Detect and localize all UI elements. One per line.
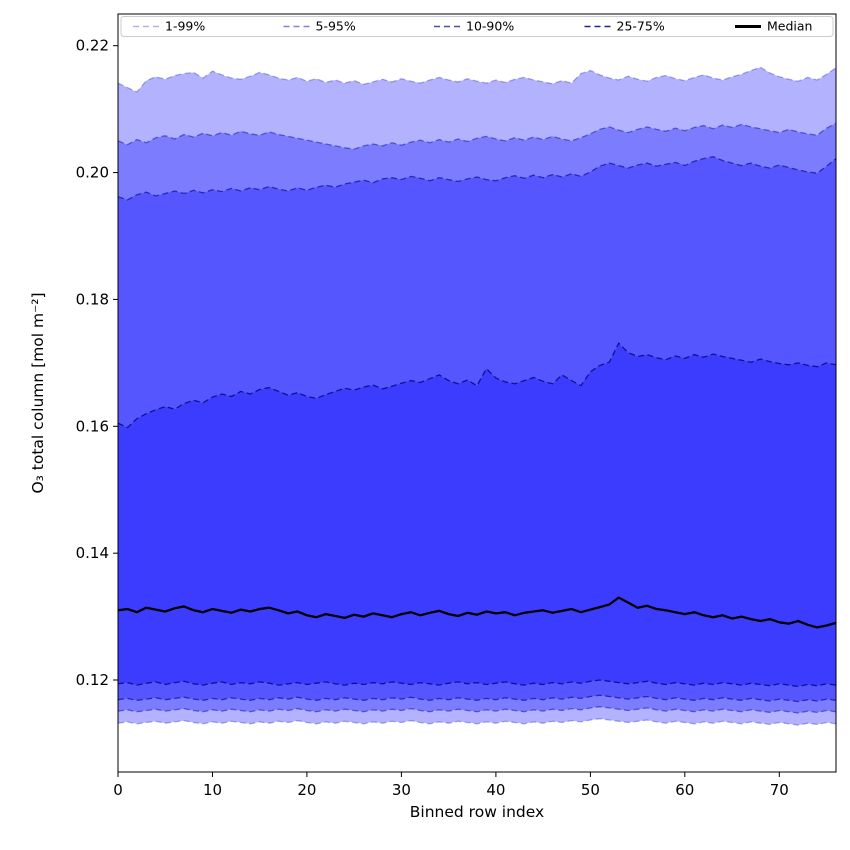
- x-tick-label: 60: [675, 781, 694, 799]
- band-upper-edge-5-95%: [118, 122, 836, 150]
- legend-label: 10-90%: [466, 19, 514, 34]
- band-fill-5-95%: [118, 123, 836, 714]
- x-tick-label: 40: [486, 781, 505, 799]
- y-tick-label: 0.14: [76, 544, 109, 562]
- x-axis-ticks: 0 10 20 30 40 50 60 70: [113, 772, 789, 799]
- axes-spines: [117, 13, 837, 773]
- x-tick-label: 10: [203, 781, 222, 799]
- legend-label: 1-99%: [165, 19, 205, 34]
- y-tick-label: 0.20: [76, 164, 109, 182]
- x-axis-label: Binned row index: [409, 803, 545, 821]
- x-tick-label: 0: [113, 781, 123, 799]
- band-fill-25-75%: [118, 343, 836, 687]
- band-lower-edge-25-75%: [118, 679, 836, 688]
- legend: 1-99% 5-95% 10-90% 25-75% Median: [120, 16, 834, 37]
- y-tick-label: 0.18: [76, 290, 109, 308]
- band-upper-edge-25-75%: [118, 342, 836, 429]
- x-tick-label: 50: [581, 781, 600, 799]
- legend-item-1-99%: 1-99%: [133, 19, 205, 34]
- band-fill-1-99%: [118, 67, 836, 726]
- y-axis-label: O₃ total column [mol m⁻²]: [29, 292, 47, 494]
- legend-label: 5-95%: [316, 19, 356, 34]
- band-lower-edge-10-90%: [118, 694, 836, 703]
- band-lower-edge-1-99%: [118, 718, 836, 726]
- legend-frame: [120, 16, 834, 37]
- legend-label: Median: [767, 19, 812, 34]
- median-line: [118, 596, 836, 629]
- band-upper-edge-10-90%: [118, 156, 836, 201]
- plot-area: [118, 66, 836, 726]
- x-tick-label: 70: [770, 781, 789, 799]
- x-tick-label: 30: [392, 781, 411, 799]
- y-tick-label: 0.22: [76, 37, 109, 55]
- y-tick-label: 0.12: [76, 671, 109, 689]
- y-axis-ticks: 0.12 0.14 0.16 0.18 0.20 0.22: [76, 37, 118, 689]
- legend-item-10-90%: 10-90%: [434, 19, 514, 34]
- legend-label: 25-75%: [617, 19, 665, 34]
- legend-item-25-75%: 25-75%: [584, 19, 665, 34]
- band-fill-10-90%: [118, 156, 836, 702]
- band-lower-edge-5-95%: [118, 706, 836, 714]
- legend-item-5-95%: 5-95%: [283, 19, 356, 34]
- band-upper-edge-1-99%: [118, 66, 836, 93]
- y-tick-label: 0.16: [76, 417, 109, 435]
- x-tick-label: 20: [297, 781, 316, 799]
- legend-item-Median: Median: [735, 19, 812, 34]
